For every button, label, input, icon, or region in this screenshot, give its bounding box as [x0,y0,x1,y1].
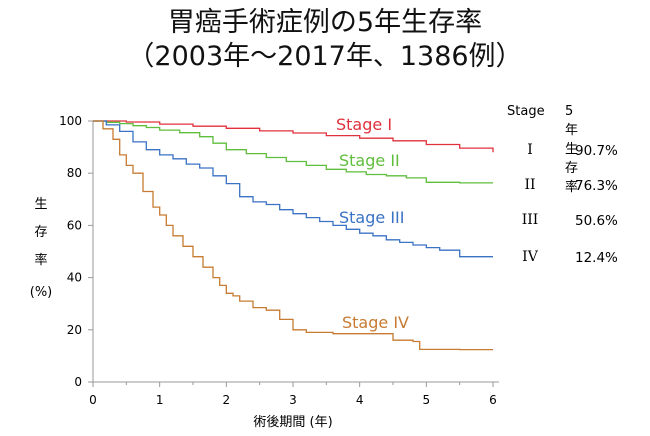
y-tick-label-100: 100 [59,114,82,128]
chart-title-line1: 胃癌手術症例の5年生存率 [167,7,483,38]
table-header-stage: Stage [507,104,545,119]
table-header-rate: 5年生存率 [565,104,579,195]
x-tick-label-3: 3 [289,393,297,407]
x-tick-label-6: 6 [489,393,497,407]
table-row-rate-3: 50.6% [575,213,618,229]
x-tick-label-0: 0 [89,393,97,407]
series-label-4: Stage IV [342,313,409,332]
x-tick-label-1: 1 [156,393,164,407]
table-row-rate-1: 90.7% [575,143,618,159]
table-row-stage-1: I [527,142,533,158]
y-axis-label-1: 存 [34,225,47,240]
y-axis-label-3: (%) [30,285,53,300]
y-axis-label-2: 率 [34,252,47,268]
y-tick-label-0: 0 [74,375,82,389]
table-row-rate-4: 12.4% [575,250,618,266]
x-axis-label: 術後期間 (年) [253,415,332,430]
y-tick-label-80: 80 [67,166,82,180]
y-tick-label-60: 60 [67,218,82,232]
y-tick-label-20: 20 [67,323,82,337]
series-line-2 [93,120,493,184]
y-axis-label-0: 生 [34,197,47,212]
series-line-1 [93,120,494,153]
chart-axes: 0 20 40 60 80 100 0 1 2 3 4 5 6 術後期間 (年) 生存率 (%) [30,114,499,430]
series-label-3: Stage III [339,208,404,227]
x-tick-label-5: 5 [423,393,431,407]
chart-series [93,120,494,351]
table-row-stage-4: IV [522,249,538,265]
x-tick-label-2: 2 [223,393,231,407]
series-label-2: Stage II [339,151,400,170]
chart-series-labels: Stage I Stage II Stage III Stage IV [336,115,409,332]
table-row-stage-3: III [521,212,539,228]
series-line-4 [93,120,493,351]
chart-title-line2: （2003年～2017年、1386例） [127,41,523,72]
series-line-3 [93,120,493,258]
x-tick-label-4: 4 [356,393,364,407]
table-row-rate-2: 76.3% [575,178,618,194]
y-tick-label-40: 40 [67,271,82,285]
table-row-stage-2: II [524,177,536,193]
series-label-1: Stage I [336,115,392,134]
